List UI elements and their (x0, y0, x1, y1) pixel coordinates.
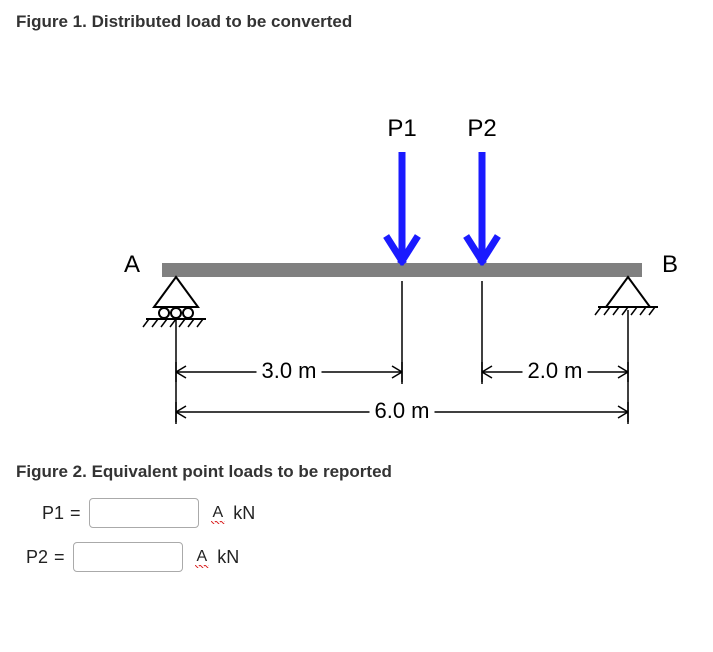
p2-unit: kN (217, 547, 239, 568)
spellcheck-icon[interactable]: A (213, 504, 224, 522)
svg-text:P1: P1 (387, 115, 416, 142)
p1-unit: kN (233, 503, 255, 524)
p1-input[interactable] (89, 498, 199, 528)
svg-text:2.0 m: 2.0 m (527, 358, 582, 383)
equals-sign: = (54, 547, 65, 568)
p1-label: P1 (16, 503, 64, 524)
answer-row-p2: P2 = A kN (0, 542, 697, 572)
answer-row-p1: P1 = A kN (16, 498, 697, 528)
svg-text:B: B (662, 251, 678, 278)
p2-label: P2 (0, 547, 48, 568)
figure1-title: Figure 1. Distributed load to be convert… (16, 12, 697, 32)
svg-text:P2: P2 (467, 115, 496, 142)
svg-text:6.0 m: 6.0 m (374, 398, 429, 423)
p2-input[interactable] (73, 542, 183, 572)
beam-diagram: A B P1 P2 3.0 m 2.0 m 6.0 m (86, 72, 686, 442)
svg-text:3.0 m: 3.0 m (261, 358, 316, 383)
svg-text:A: A (124, 251, 140, 278)
spellcheck-icon[interactable]: A (197, 548, 208, 566)
equals-sign: = (70, 503, 81, 524)
figure2-title: Figure 2. Equivalent point loads to be r… (16, 462, 697, 482)
